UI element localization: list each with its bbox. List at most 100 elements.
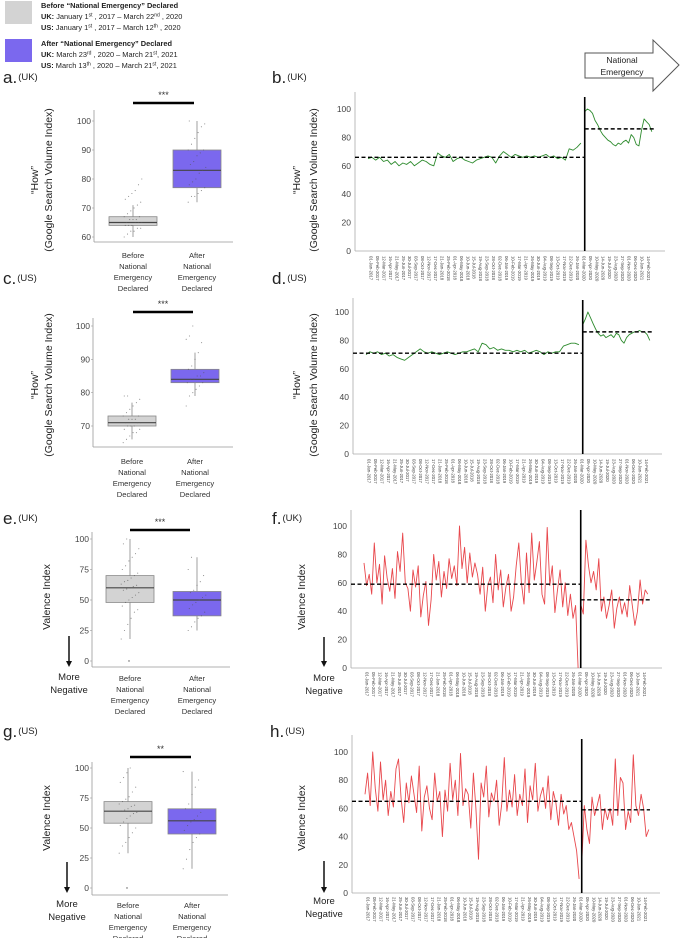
x-tick-label: 30-Jun-2019 (536, 256, 541, 281)
data-point (187, 825, 189, 827)
data-point (134, 804, 136, 806)
y-tick-label: 60 (342, 161, 352, 171)
data-point (200, 811, 202, 813)
y-tick-label: 80 (81, 388, 91, 398)
series-line-post (581, 754, 650, 865)
x-tick-label: 25-Feb-2018 (442, 672, 447, 697)
x-tick-label: 17-Dec-2017 (429, 672, 434, 697)
down-arrowhead-icon (66, 661, 72, 667)
legend-before-title: Before “National Emergency” Declared (41, 1, 179, 10)
box-iqr (103, 801, 153, 824)
panel-a: a.(UK) “How” (Google Search Volume Index) 6… (3, 68, 233, 293)
data-point (204, 611, 206, 613)
data-point (201, 342, 203, 344)
data-point (195, 388, 197, 390)
y-tick-label: 70 (82, 203, 92, 213)
x-tick-label: 08-Oct-2017 (417, 897, 422, 921)
x-tick-label: 19-Aug-2018 (474, 672, 479, 697)
x-tick-label: 12-Mar-2017 (378, 897, 383, 922)
x-tick-label: 01-Nov-2020 (627, 256, 632, 281)
series-line-post (582, 311, 651, 344)
panel-label: d.(US) (272, 269, 307, 288)
emergency-arrow-line2: Emergency (601, 67, 645, 77)
x-tick-label: 21-Apr-2019 (521, 459, 526, 483)
data-point (128, 599, 130, 601)
legend-after-uk-label: UK: (41, 50, 54, 59)
data-point (194, 137, 196, 139)
x-tick-label: 15-Jul-2018 (468, 672, 473, 695)
x-tick-label: 30-Jun-2019 (532, 672, 537, 697)
x-tick-label: 14-Feb-2021 (646, 256, 651, 281)
x-tick-label: 16-Apr-2017 (384, 672, 389, 696)
data-point (187, 568, 189, 571)
data-point (121, 801, 124, 803)
data-point (192, 325, 194, 327)
superscript: nd (154, 13, 160, 19)
y-tick-label: 100 (337, 104, 351, 114)
data-point (127, 579, 129, 582)
data-point (196, 155, 198, 157)
x-tick-label: 22-Dec-2019 (568, 256, 573, 281)
x-tick-label: 03-Sep-2017 (412, 459, 417, 484)
x-tick-label: 06-Dec-2020 (633, 256, 638, 281)
x-tick-label: 17-Nov-2019 (562, 256, 567, 281)
series-line-post (580, 539, 649, 629)
data-point (118, 852, 120, 854)
data-point (188, 395, 191, 397)
data-point (125, 565, 127, 567)
y-tick-label: 70 (81, 421, 91, 431)
x-tick-label: 23-Sep-2018 (483, 459, 488, 484)
x-tick-label: 01-Mar-2020 (577, 672, 582, 697)
x-tick-label: 22-Dec-2019 (564, 672, 569, 697)
y-axis-label: (Google Search Volume Index) (43, 108, 55, 252)
x-tick-label: 08-Sep-2019 (546, 897, 551, 922)
data-point (134, 594, 137, 596)
x-tick-label: 04-Aug-2019 (543, 256, 548, 281)
date-text: January 1 (56, 12, 88, 21)
y-tick-label: 100 (77, 116, 91, 126)
data-point (194, 621, 196, 623)
x-tick-label: 13-Oct-2019 (553, 897, 558, 921)
x-tick-label: 21-Jan-2018 (435, 672, 440, 697)
x-tick-label: 25-Feb-2018 (444, 459, 449, 484)
data-point (200, 615, 202, 617)
down-arrowhead-icon (64, 887, 70, 893)
data-point (139, 398, 141, 400)
x-tick-label: 21-Apr-2019 (520, 897, 525, 921)
x-tick-label: 17-Nov-2019 (559, 897, 564, 922)
data-point (124, 224, 126, 226)
data-point (138, 548, 140, 550)
x-tick-label: 25-Jun-2017 (398, 897, 403, 922)
data-point (194, 358, 196, 360)
data-point (124, 809, 126, 811)
legend-after-uk: UK: March 23rd , 2020 – March 21st, 2021 (41, 50, 178, 59)
data-point (199, 581, 201, 583)
x-tick-label: 19-Jul-2020 (603, 672, 608, 695)
data-point (126, 233, 129, 235)
panel-region: (US) (287, 273, 307, 284)
y-tick-label: 60 (82, 232, 92, 242)
data-point (185, 338, 187, 340)
y-tick-label: 100 (75, 763, 89, 773)
significance-stars: *** (158, 299, 169, 309)
category-label: Declared (115, 707, 145, 716)
panel-region: (US) (285, 726, 305, 737)
data-point (197, 617, 199, 619)
x-tick-label: 19-Aug-2018 (476, 459, 481, 484)
data-point (185, 405, 187, 407)
legend-after-us-label: US: (41, 61, 54, 70)
data-point (125, 798, 127, 800)
data-point (133, 425, 135, 427)
legend: Before “National Emergency” Declared UK:… (5, 1, 182, 70)
y-tick-label: 25 (80, 853, 90, 863)
x-tick-label: 25-Feb-2018 (446, 256, 451, 281)
data-point (131, 418, 133, 420)
significance-stars: *** (158, 90, 169, 100)
panel-letter: c. (3, 269, 16, 288)
y-tick-label: 80 (82, 174, 92, 184)
x-tick-label: 10-Feb-2019 (506, 672, 511, 697)
x-tick-label: 05-Apr-2020 (588, 256, 593, 280)
category-label: National (119, 262, 147, 271)
x-tick-label: 01-Apr-2018 (452, 256, 457, 280)
data-point (198, 385, 200, 387)
